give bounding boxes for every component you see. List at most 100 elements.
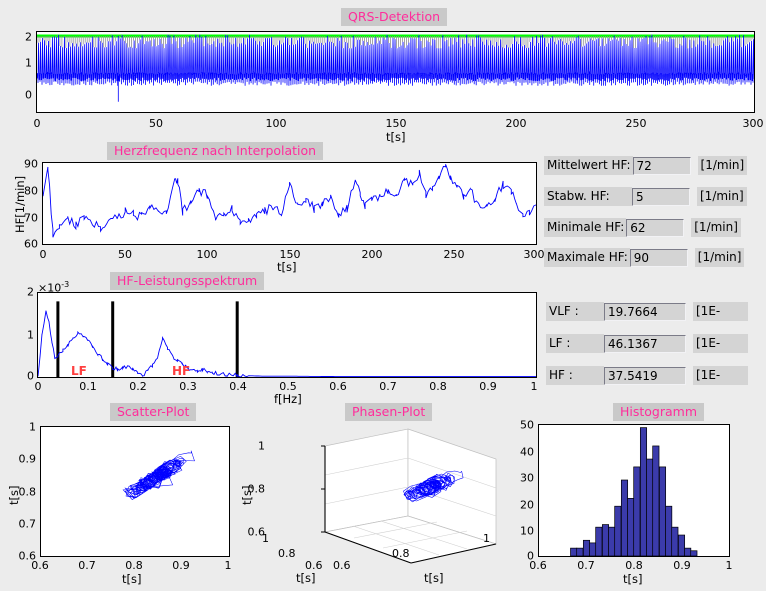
histogram-xtick-07: 0.7 xyxy=(577,559,595,572)
spectrum-ytick-1: 1 xyxy=(27,328,34,342)
band-unit-lf: [1E- xyxy=(693,334,748,353)
qrs-ytick-0: 0 xyxy=(25,88,32,102)
scatter-plot-svg xyxy=(122,450,195,500)
histogram-xtick-1: 1 xyxy=(725,559,733,572)
phase-plot-svg xyxy=(321,428,498,564)
stat-input-sd-hr[interactable]: 5 xyxy=(632,187,690,206)
stat-unit-min-hr: [1/min] xyxy=(691,218,741,237)
qrs-xtick-100: 100 xyxy=(265,117,287,130)
stat-row-sd-hr: Stabw. HF: 5 [1/min] xyxy=(544,187,747,206)
qrs-xtick-0: 0 xyxy=(33,117,41,130)
band-label-hf: HF : xyxy=(546,366,604,385)
stat-input-max-hr[interactable]: 90 xyxy=(629,248,688,267)
hr-ytick-70: 70 xyxy=(24,211,38,225)
scatter-xtick-1: 1 xyxy=(224,559,232,572)
stat-input-min-hr[interactable]: 62 xyxy=(626,218,685,237)
band-row-hf: HF : 37.5419 [1E- xyxy=(546,366,748,385)
spectrum-exponent-power: -3 xyxy=(61,280,70,289)
histogram-ytick-10: 10 xyxy=(520,524,534,538)
spectrum-plot-svg xyxy=(38,301,536,377)
phase-ztick-1: 1 xyxy=(258,439,265,453)
phase-panel-title: Phasen-Plot xyxy=(345,403,433,421)
qrs-plot-svg xyxy=(37,34,754,102)
spectrum-ytick-0: 0 xyxy=(27,369,34,383)
phase-ytick-08: 0.8 xyxy=(392,547,410,560)
band-input-lf[interactable]: 46.1367 xyxy=(604,334,686,353)
scatter-xtick-07: 0.7 xyxy=(78,559,96,572)
stat-label-mean-hr: Mittelwert HF: xyxy=(544,156,633,175)
qrs-xtick-300: 300 xyxy=(742,117,764,130)
histogram-panel-title: Histogramm xyxy=(613,403,705,421)
band-unit-hf: [1E- xyxy=(693,366,748,385)
spectrum-xtick-02: 0.2 xyxy=(129,380,147,393)
spectrum-xtick-01: 0.1 xyxy=(79,380,97,393)
band-input-vlf[interactable]: 19.7664 xyxy=(604,302,686,321)
stat-row-min-hr: Minimale HF: 62 [1/min] xyxy=(544,218,741,237)
spectrum-xtick-04: 0.4 xyxy=(229,380,247,393)
hr-xtick-300: 300 xyxy=(523,248,545,261)
spectrum-exponent-label: ×10-3 xyxy=(38,280,69,295)
histogram-ytick-30: 30 xyxy=(520,471,534,485)
spectrum-xtick-07: 0.7 xyxy=(379,380,397,393)
qrs-plot-axes[interactable] xyxy=(36,31,755,113)
spectrum-ytick-2: 2 xyxy=(27,285,34,299)
hr-xaxis-label: t[s] xyxy=(277,260,297,274)
hr-ytick-80: 80 xyxy=(24,184,38,198)
qrs-xtick-200: 200 xyxy=(505,117,527,130)
qrs-xtick-250: 250 xyxy=(625,117,647,130)
stat-unit-sd-hr: [1/min] xyxy=(697,187,747,206)
phase-xaxis-label: t[s] xyxy=(296,571,316,585)
spectrum-plot-axes[interactable] xyxy=(37,292,537,378)
hr-ytick-60: 60 xyxy=(24,237,38,251)
scatter-ytick-07: 0.7 xyxy=(18,517,37,531)
phase-ytick-06: 0.6 xyxy=(333,559,351,572)
hr-yaxis-label: HF[1/min] xyxy=(13,175,27,233)
band-input-hf[interactable]: 37.5419 xyxy=(604,366,686,385)
scatter-xtick-09: 0.9 xyxy=(172,559,190,572)
histogram-xtick-06: 0.6 xyxy=(529,559,547,572)
spectrum-xtick-0: 0 xyxy=(34,380,42,393)
scatter-yaxis-label: t[s] xyxy=(7,485,21,505)
hr-panel-title: Herzfrequenz nach Interpolation xyxy=(107,142,324,160)
phase-xtick-1: 1 xyxy=(262,532,269,545)
hr-xtick-0: 0 xyxy=(39,248,47,261)
histogram-plot-svg xyxy=(570,427,698,556)
stat-label-min-hr: Minimale HF: xyxy=(544,218,627,237)
qrs-xtick-50: 50 xyxy=(149,117,163,130)
spectrum-xtick-1: 1 xyxy=(530,380,538,393)
histogram-plot-axes[interactable] xyxy=(538,424,730,557)
stat-unit-mean-hr: [1/min] xyxy=(697,156,748,175)
hr-xtick-250: 250 xyxy=(443,248,465,261)
scatter-ytick-1: 1 xyxy=(29,420,36,434)
scatter-plot-axes[interactable] xyxy=(40,426,230,557)
spectrum-exponent-base: ×10 xyxy=(38,281,62,295)
hr-xtick-150: 150 xyxy=(279,248,301,261)
histogram-xaxis-label: t[s] xyxy=(623,572,643,586)
spectrum-xtick-06: 0.6 xyxy=(329,380,347,393)
spectrum-xtick-09: 0.9 xyxy=(479,380,497,393)
spectrum-xaxis-label: f[Hz] xyxy=(274,392,302,406)
stat-label-sd-hr: Stabw. HF: xyxy=(544,187,632,206)
band-label-lf: LF : xyxy=(546,334,604,353)
phase-plot-axes[interactable] xyxy=(268,424,503,564)
phase-ytick-1: 1 xyxy=(483,532,490,545)
spectrum-xtick-08: 0.8 xyxy=(429,380,447,393)
hr-plot-svg xyxy=(43,164,536,238)
scatter-xtick-06: 0.6 xyxy=(31,559,49,572)
stat-input-mean-hr[interactable]: 72 xyxy=(632,156,691,175)
histogram-ytick-20: 20 xyxy=(520,498,534,512)
band-row-vlf: VLF : 19.7664 [1E- xyxy=(546,302,748,321)
histogram-xtick-09: 0.9 xyxy=(673,559,691,572)
hr-ytick-90: 90 xyxy=(24,157,38,171)
hr-xtick-50: 50 xyxy=(118,248,132,261)
hr-plot-axes[interactable] xyxy=(42,162,537,245)
spectrum-xtick-05: 0.5 xyxy=(279,380,297,393)
scatter-xtick-08: 0.8 xyxy=(125,559,143,572)
scatter-ytick-09: 0.9 xyxy=(18,452,37,466)
histogram-xtick-08: 0.8 xyxy=(625,559,643,572)
stat-row-mean-hr: Mittelwert HF: 72 [1/min] xyxy=(544,156,748,175)
scatter-ytick-06: 0.6 xyxy=(18,549,37,563)
stat-row-max-hr: Maximale HF: 90 [1/min] xyxy=(544,248,745,267)
qrs-ytick-2: 2 xyxy=(25,30,32,44)
band-row-lf: LF : 46.1367 [1E- xyxy=(546,334,748,353)
